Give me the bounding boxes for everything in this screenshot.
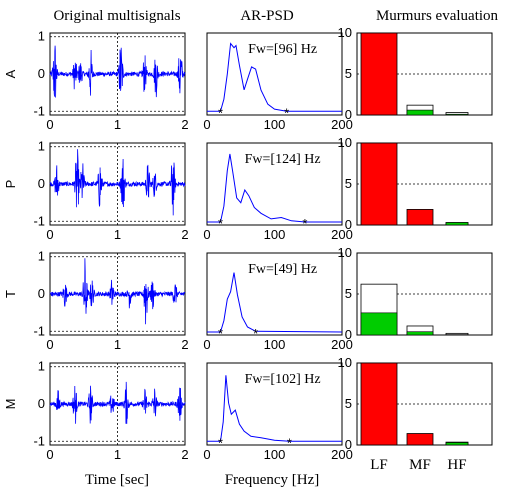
psd-xtick-label: 0 (203, 117, 210, 132)
time-ytick-label: 0 (38, 396, 45, 411)
time-ytick-label: -1 (33, 323, 45, 338)
time-ytick-label: 1 (38, 359, 45, 374)
time-xtick-label: 0 (46, 337, 53, 352)
title-ar-psd: AR-PSD (240, 8, 294, 24)
psd-xtick-label: 200 (331, 447, 353, 462)
time-signal-line (49, 258, 186, 325)
xlabel-time: Time [sec] (85, 472, 149, 488)
bar-ytick-label: 5 (345, 286, 352, 301)
bar-total (406, 433, 434, 446)
psd-marker: * (218, 105, 223, 120)
fw-label: Fw=[49] Hz (248, 262, 317, 277)
bar-total (360, 362, 398, 446)
bar-ytick-label: 0 (345, 437, 352, 452)
psd-marker: * (287, 435, 292, 450)
time-ytick-label: 0 (38, 286, 45, 301)
time-signal-line (49, 149, 186, 216)
bar-ytick-label: 0 (345, 217, 352, 232)
psd-marker: * (284, 105, 289, 120)
title-murmurs-evaluation: Murmurs evaluation (376, 8, 499, 24)
fw-label: Fw=[96] Hz (248, 42, 317, 57)
bar-inner (406, 331, 434, 336)
time-ytick-label: 1 (38, 29, 45, 44)
time-xtick-label: 2 (181, 337, 188, 352)
bar-ytick-label: 10 (338, 135, 352, 150)
bar-total (406, 209, 434, 226)
psd-xtick-label: 0 (203, 447, 210, 462)
psd-curve-line (207, 153, 342, 223)
time-xtick-label: 2 (181, 447, 188, 462)
bar-ytick-label: 10 (338, 355, 352, 370)
row-label: M (3, 399, 18, 410)
time-ytick-label: 0 (38, 66, 45, 81)
bar-ytick-label: 10 (338, 245, 352, 260)
bar-total (360, 32, 398, 116)
time-ytick-label: -1 (33, 103, 45, 118)
psd-marker: * (253, 326, 258, 341)
psd-xtick-label: 200 (331, 337, 353, 352)
row-label: P (3, 180, 18, 189)
bar-inner (445, 442, 469, 446)
psd-marker: * (218, 435, 223, 450)
xlabel-frequency: Frequency [Hz] (225, 472, 320, 488)
time-xtick-label: 2 (181, 117, 188, 132)
bar-ytick-label: 0 (345, 107, 352, 122)
bar-ytick-label: 10 (338, 25, 352, 40)
psd-curve-line (207, 272, 343, 333)
psd-marker: * (218, 326, 223, 341)
time-xtick-label: 0 (46, 447, 53, 462)
time-xtick-label: 1 (114, 337, 121, 352)
psd-xtick-label: 200 (331, 227, 353, 242)
psd-xtick-label: 100 (264, 447, 286, 462)
bar-total (360, 142, 398, 226)
psd-xtick-label: 100 (264, 227, 286, 242)
psd-axes-box (206, 362, 343, 446)
bar-category-label: HF (447, 457, 466, 473)
time-ytick-label: 1 (38, 139, 45, 154)
bar-ytick-label: 5 (345, 176, 352, 191)
psd-marker: * (218, 216, 223, 231)
time-ytick-label: -1 (33, 213, 45, 228)
psd-marker: * (302, 216, 307, 231)
bar-inner (360, 312, 398, 336)
bar-inner (445, 113, 469, 116)
psd-xtick-label: 0 (203, 227, 210, 242)
time-ytick-label: -1 (33, 433, 45, 448)
time-xtick-label: 1 (114, 227, 121, 242)
psd-curve-line (207, 375, 342, 442)
bar-inner (445, 222, 469, 226)
row-label: A (3, 69, 18, 78)
title-original-multisignals: Original multisignals (53, 8, 180, 24)
bar-category-label: LF (370, 457, 388, 473)
psd-xtick-label: 0 (203, 337, 210, 352)
time-xtick-label: 2 (181, 227, 188, 242)
fw-label: Fw=[102] Hz (245, 372, 321, 387)
fw-label: Fw=[124] Hz (245, 152, 321, 167)
time-ytick-label: 1 (38, 249, 45, 264)
psd-xtick-label: 100 (264, 117, 286, 132)
bar-ytick-label: 5 (345, 396, 352, 411)
psd-xtick-label: 100 (264, 337, 286, 352)
bar-ytick-label: 0 (345, 327, 352, 342)
time-xtick-label: 1 (114, 447, 121, 462)
row-label: T (3, 290, 18, 298)
time-xtick-label: 0 (46, 227, 53, 242)
bar-category-label: MF (409, 457, 431, 473)
psd-curve-line (207, 42, 342, 112)
time-xtick-label: 0 (46, 117, 53, 132)
time-signal-line (49, 45, 186, 98)
time-xtick-label: 1 (114, 117, 121, 132)
time-signal-line (49, 381, 186, 424)
psd-axes-box (206, 32, 343, 116)
time-ytick-label: 0 (38, 176, 45, 191)
bar-inner (406, 109, 434, 116)
psd-xtick-label: 200 (331, 117, 353, 132)
bar-ytick-label: 5 (345, 66, 352, 81)
